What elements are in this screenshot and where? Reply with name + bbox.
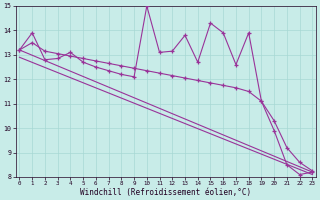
X-axis label: Windchill (Refroidissement éolien,°C): Windchill (Refroidissement éolien,°C)	[80, 188, 252, 197]
